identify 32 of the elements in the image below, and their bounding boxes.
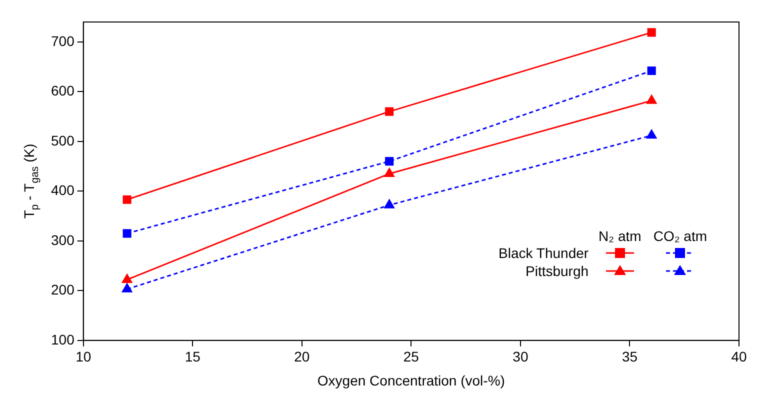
point bbox=[384, 168, 394, 177]
x-tick-label: 25 bbox=[403, 348, 420, 365]
point bbox=[122, 283, 132, 292]
point bbox=[647, 28, 656, 37]
x-tick-label: 15 bbox=[184, 348, 201, 365]
y-axis-title: Tp - Tgas (K) bbox=[20, 144, 41, 219]
y-tick-label: 300 bbox=[51, 232, 75, 248]
point bbox=[122, 274, 132, 283]
y-tick-label: 500 bbox=[51, 132, 75, 148]
point bbox=[122, 195, 132, 204]
point bbox=[385, 107, 394, 116]
legend-label: Black Thunder bbox=[498, 244, 590, 262]
legend-label: Pittsburgh bbox=[524, 262, 590, 280]
x-tick-label: 20 bbox=[294, 348, 310, 365]
point bbox=[122, 229, 132, 238]
y-tick-label: 200 bbox=[51, 282, 75, 298]
y-tick-label: 100 bbox=[51, 331, 75, 348]
annotation: N₂ atm bbox=[598, 228, 642, 244]
y-tick-label: 600 bbox=[51, 82, 75, 99]
x-axis-title: Oxygen Concentration (vol-%) bbox=[317, 372, 505, 388]
x-tick-label: 10 bbox=[76, 348, 92, 365]
annotation: CO₂ atm bbox=[652, 228, 708, 244]
x-tick-label: 35 bbox=[622, 348, 638, 365]
y-tick-label: 400 bbox=[51, 182, 75, 198]
y-tick-label: 700 bbox=[51, 32, 75, 49]
point bbox=[646, 130, 657, 139]
x-tick-label: 30 bbox=[512, 348, 528, 365]
point bbox=[384, 199, 394, 208]
point bbox=[385, 157, 394, 166]
point bbox=[647, 66, 656, 76]
x-tick-label: 40 bbox=[731, 348, 747, 365]
point bbox=[646, 94, 657, 104]
